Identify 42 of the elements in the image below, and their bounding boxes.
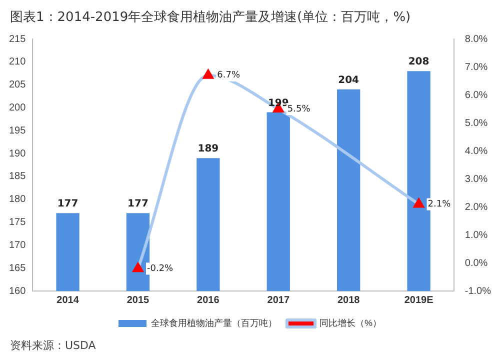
x-tick-label: 2015	[126, 294, 150, 306]
data-label: 189	[198, 144, 219, 155]
y-tick-label: 180	[8, 194, 26, 206]
x-tick-label: 2014	[56, 294, 80, 306]
y2-tick-label: -1.0%	[464, 286, 492, 297]
y-tick-label: 215	[8, 34, 26, 45]
y-tick-label: 200	[8, 102, 26, 114]
legend-label: 同比增长（%）	[320, 318, 382, 328]
y2-tick-label: 4.0%	[464, 146, 488, 157]
y2-tick-label: 8.0%	[464, 34, 488, 45]
y-tick-label: 175	[8, 217, 26, 228]
y2-tick-label: 2.0%	[464, 202, 488, 213]
y2-tick-label: 3.0%	[464, 174, 488, 185]
x-tick-label: 2018	[337, 294, 360, 306]
text: 资料来源：USDA	[9, 338, 97, 353]
data-label: 204	[338, 74, 360, 86]
y2-tick-label: 6.0%	[464, 90, 488, 101]
y-tick-label: 195	[8, 125, 26, 136]
x-tick-label: 2016	[197, 294, 220, 306]
data-label: 199	[268, 98, 289, 109]
data-label: 208	[408, 56, 430, 68]
chart-title: 图表1：2014-2019年全球食用植物油产量及增速(单位：百万吨，%)	[9, 9, 412, 27]
x-tick-label: 2017	[267, 294, 290, 306]
data-label: 5.5%	[287, 104, 311, 114]
data-label: 177	[128, 198, 148, 210]
y-tick-label: 165	[8, 262, 26, 274]
y2-tick-label: 5.0%	[464, 118, 488, 129]
y2-tick-label: 0.0%	[464, 258, 488, 269]
y-tick-label: 205	[8, 80, 26, 91]
y2-tick-label: 1.0%	[464, 230, 488, 241]
y2-tick-label: 7.0%	[464, 62, 488, 73]
x-tick-label: 2019E	[404, 294, 434, 306]
data-label: 177	[57, 198, 78, 210]
data-label: 6.7%	[217, 70, 240, 81]
legend-label: 全球食用植物油产量（百万吨）	[151, 318, 277, 328]
data-label: -0.2%	[146, 264, 174, 274]
y-tick-label: 190	[8, 148, 26, 160]
y-tick-label: 170	[8, 240, 26, 251]
y-tick-label: 210	[8, 56, 26, 68]
y-tick-label: 185	[8, 171, 26, 182]
data-label: 2.1%	[428, 200, 452, 210]
y-tick-label: 160	[8, 286, 26, 297]
